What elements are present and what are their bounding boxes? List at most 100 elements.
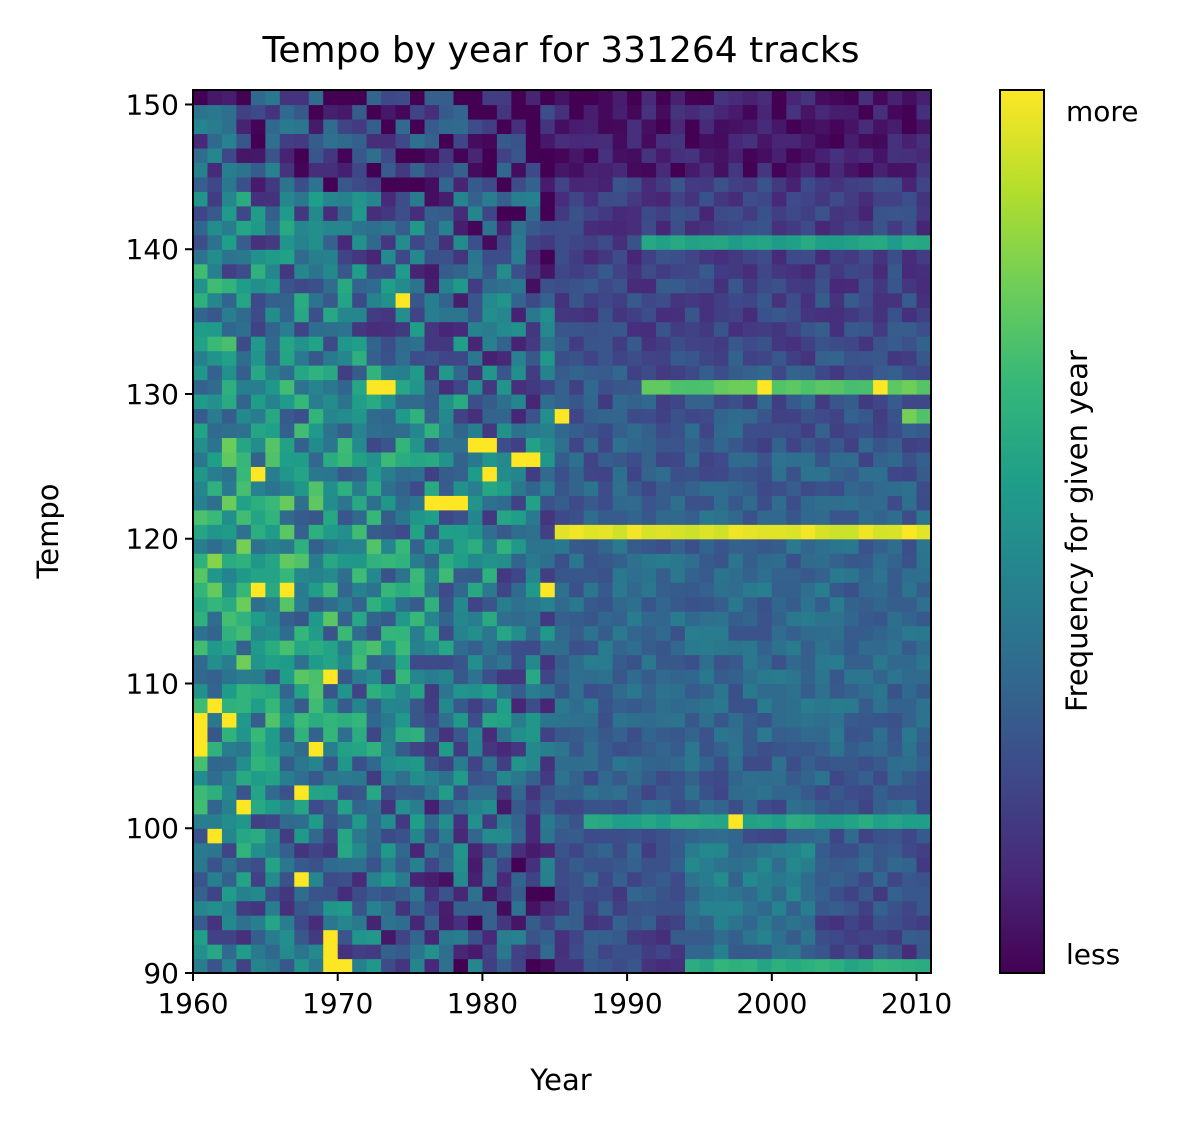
heatmap-cell <box>265 741 281 757</box>
heatmap-cell <box>352 437 368 453</box>
heatmap-cell <box>496 118 512 135</box>
heatmap-cell <box>569 133 585 149</box>
heatmap-cell <box>685 365 701 381</box>
heatmap-cell <box>337 451 353 467</box>
heatmap-cell <box>641 596 657 612</box>
heatmap-cell <box>800 524 816 540</box>
heatmap-cell <box>685 104 701 120</box>
heatmap-cell <box>482 799 498 815</box>
heatmap-cell <box>221 799 238 815</box>
heatmap-cell <box>482 205 498 221</box>
heatmap-cell <box>583 451 599 467</box>
heatmap-cell <box>395 726 411 742</box>
heatmap-cell <box>250 726 266 742</box>
heatmap-cell <box>612 379 628 395</box>
heatmap-cell <box>873 813 889 829</box>
heatmap-cell <box>207 813 223 829</box>
heatmap-cell <box>844 292 860 308</box>
heatmap-cell <box>294 393 310 410</box>
heatmap-cell <box>728 915 744 931</box>
heatmap-cell <box>352 350 368 366</box>
heatmap-cell <box>569 278 585 294</box>
heatmap-cell <box>496 828 512 844</box>
heatmap-cell <box>670 321 686 337</box>
heatmap-cell <box>858 220 874 236</box>
heatmap-cell <box>685 480 701 496</box>
heatmap-cell <box>844 640 860 656</box>
heatmap-cell <box>873 871 889 887</box>
heatmap-cell <box>453 929 469 945</box>
heatmap-cell <box>786 813 802 829</box>
heatmap-cell <box>728 582 744 598</box>
heatmap-cell <box>265 336 281 352</box>
heatmap-cell <box>323 538 339 554</box>
heatmap-cell <box>670 567 686 583</box>
heatmap-cell <box>598 582 614 598</box>
heatmap-cell <box>265 915 281 931</box>
heatmap-cell <box>902 205 918 221</box>
heatmap-cell <box>728 365 744 381</box>
heatmap-cell <box>236 118 252 135</box>
heatmap-cell <box>656 336 672 352</box>
heatmap-cell <box>569 669 585 685</box>
heatmap-cell <box>685 379 701 395</box>
heatmap-cell <box>525 654 541 670</box>
heatmap-cell <box>482 133 498 149</box>
heatmap-cell <box>713 509 730 525</box>
heatmap-cell <box>352 365 368 381</box>
y-tick-label: 150 <box>126 88 179 121</box>
heatmap-cell <box>757 466 773 482</box>
heatmap-cell <box>742 162 758 178</box>
heatmap-cell <box>193 379 209 395</box>
heatmap-cell <box>236 697 252 714</box>
heatmap-cell <box>583 263 599 279</box>
heatmap-cell <box>323 567 339 583</box>
heatmap-cell <box>337 567 353 583</box>
heatmap-cell <box>439 234 455 250</box>
heatmap-cell <box>569 292 585 308</box>
heatmap-cell <box>815 133 831 149</box>
heatmap-cell <box>381 813 397 829</box>
heatmap-cell <box>627 712 643 728</box>
heatmap-cell <box>713 770 730 786</box>
heatmap-cell <box>569 249 585 265</box>
heatmap-cell <box>887 611 903 627</box>
heatmap-cell <box>221 292 238 308</box>
heatmap-cell <box>193 683 209 699</box>
heatmap-cell <box>612 712 628 728</box>
heatmap-cell <box>366 567 382 583</box>
heatmap-cell <box>612 538 628 554</box>
heatmap-cell <box>323 104 339 120</box>
heatmap-cell <box>294 176 310 192</box>
heatmap-cell <box>337 408 353 424</box>
heatmap-cell <box>583 697 599 714</box>
heatmap-cell <box>511 712 527 728</box>
heatmap-cell <box>742 640 758 656</box>
heatmap-cell <box>439 553 455 569</box>
heatmap-cell <box>699 379 715 395</box>
heatmap-cell <box>265 292 281 308</box>
heatmap-cell <box>221 640 238 656</box>
heatmap-cell <box>713 669 730 685</box>
heatmap-cell <box>381 640 397 656</box>
heatmap-cell <box>207 176 223 192</box>
heatmap-cell <box>366 683 382 699</box>
heatmap-cell <box>366 929 382 945</box>
heatmap-cell <box>844 220 860 236</box>
heatmap-cell <box>598 249 614 265</box>
heatmap-cell <box>294 278 310 294</box>
heatmap-cell <box>583 249 599 265</box>
heatmap-cell <box>844 205 860 221</box>
heatmap-cell <box>685 393 701 410</box>
heatmap-cell <box>337 900 353 916</box>
heatmap-cell <box>844 162 860 178</box>
heatmap-cell <box>352 307 368 323</box>
heatmap-cell <box>525 278 541 294</box>
heatmap-cell <box>771 553 787 569</box>
heatmap-cell <box>583 755 599 771</box>
heatmap-cell <box>395 842 411 858</box>
heatmap-cell <box>887 582 903 598</box>
heatmap-cell <box>627 929 643 945</box>
heatmap-cell <box>424 726 440 742</box>
heatmap-cell <box>410 828 426 844</box>
